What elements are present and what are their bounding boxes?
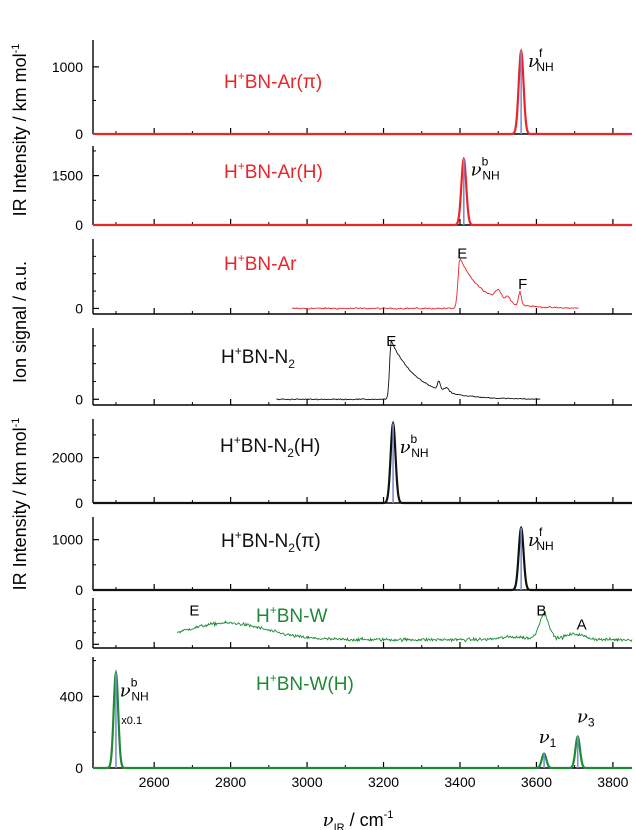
panel-2: 0 1500 H+BN-Ar(H) νb NH xyxy=(52,146,632,233)
nu-label: νb NH xyxy=(400,432,429,460)
x-tick-label: 2800 xyxy=(215,774,246,790)
peak-label: A xyxy=(577,616,587,633)
y-axis-label-upper: IR Intensity / km mol-1 xyxy=(10,44,30,217)
spectrum-curve xyxy=(93,669,632,770)
nu-label: νb NH xyxy=(120,675,149,703)
panel-title: H+BN-W xyxy=(256,603,327,627)
x-tick-label: 3000 xyxy=(291,774,322,790)
x-tick-label: 2600 xyxy=(139,774,170,790)
spectrum-curve xyxy=(93,420,632,505)
y-tick-label: 2000 xyxy=(52,450,83,466)
panel-8: 0 400 H+BN-W(H) νb NH x0.1 ν1 ν3 xyxy=(60,657,632,776)
peak-label: E xyxy=(189,603,199,620)
x-tick-label: 3800 xyxy=(597,774,628,790)
y-tick-label: 0 xyxy=(75,217,83,233)
nu-label: ν3 xyxy=(577,706,595,729)
panel-4: 0 H+BN-N2 E xyxy=(75,328,632,407)
spectrum-curve xyxy=(93,156,632,227)
peak-label: x0.1 xyxy=(121,715,142,727)
nu-label: ν1 xyxy=(539,727,557,750)
panel-1: 0 1000 H+BN-Ar(π) νf NH xyxy=(52,40,632,142)
y-tick-label: 0 xyxy=(75,300,83,316)
panel-title: H+BN-N2(π) xyxy=(221,528,321,555)
y-tick-label: 1000 xyxy=(52,532,83,548)
spectrum-curve xyxy=(276,339,541,401)
panel-title: H+BN-Ar xyxy=(224,251,297,275)
nu-label: νf NH xyxy=(528,525,554,553)
peak-label: E xyxy=(457,245,467,262)
y-tick-label: 400 xyxy=(60,688,84,704)
nu-label: νf NH xyxy=(528,46,554,74)
y-tick-label: 0 xyxy=(75,636,83,652)
spectrum-curve xyxy=(176,612,633,643)
panel-6: 0 1000 H+BN-N2(π) νf NH xyxy=(52,517,632,598)
spectrum-curve xyxy=(291,258,579,311)
nu-label: νb NH xyxy=(471,155,500,183)
panel-title: H+BN-N2 xyxy=(221,344,295,371)
panel-5: 0 2000 H+BN-N2(H) νb NH xyxy=(52,419,632,511)
panel-title: H+BN-W(H) xyxy=(256,671,354,695)
x-axis-label: νIR / cm-1 xyxy=(323,809,394,830)
y-tick-label: 0 xyxy=(75,582,83,598)
x-tick-label: 3200 xyxy=(368,774,399,790)
peak-label: E xyxy=(386,333,396,350)
y-tick-label: 0 xyxy=(75,126,83,142)
x-tick-label: 3600 xyxy=(521,774,552,790)
peak-label: B xyxy=(536,603,546,620)
y-tick-label: 1500 xyxy=(52,168,83,184)
spectrum-curve xyxy=(93,525,632,592)
y-tick-label: 0 xyxy=(75,760,83,776)
panel-title: H+BN-N2(H) xyxy=(220,433,320,460)
peak-label: F xyxy=(518,276,527,293)
spectrum-curve xyxy=(93,48,632,136)
y-axis-label-lower: IR Intensity / km mol-1 xyxy=(10,418,30,591)
y-tick-label: 0 xyxy=(75,495,83,511)
y-tick-label: 0 xyxy=(75,391,83,407)
y-axis-label-experiment: Ion signal / a.u. xyxy=(10,261,30,383)
panel-3: 0 H+BN-Ar E F xyxy=(75,239,632,316)
panel-7: 0 H+BN-W E B A xyxy=(75,598,633,652)
x-tick-label: 3400 xyxy=(444,774,475,790)
panel-title: H+BN-Ar(π) xyxy=(224,69,322,93)
y-tick-label: 1000 xyxy=(52,59,83,75)
panel-title: H+BN-Ar(H) xyxy=(224,159,323,183)
